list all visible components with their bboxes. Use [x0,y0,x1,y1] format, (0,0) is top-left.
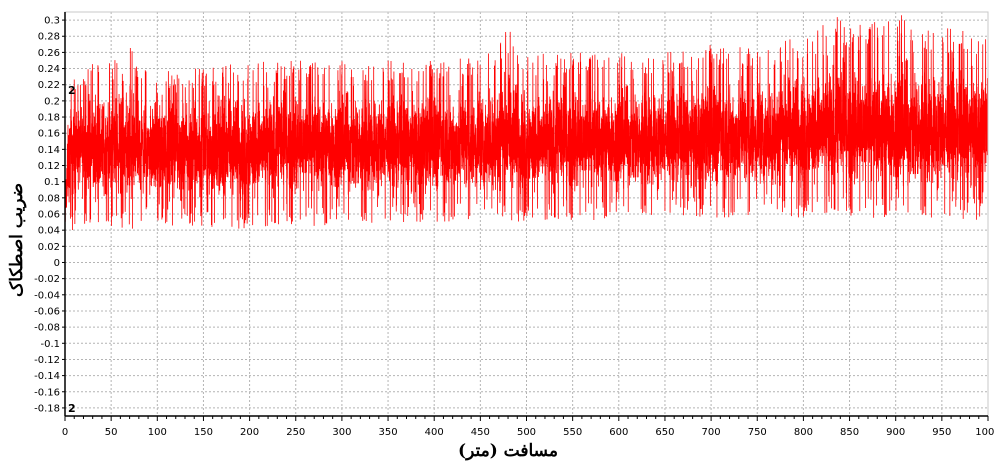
x-tick-label: 900 [886,427,905,438]
x-tick-label: 100 [148,427,167,438]
y-tick-label: 0.06 [38,210,60,221]
y-tick-label: 0.02 [38,242,60,253]
x-tick-label: 150 [194,427,213,438]
y-tick-label: -0.04 [34,290,60,301]
x-tick-label: 250 [286,427,305,438]
y-tick-label: 0.12 [38,161,60,172]
y-tick-label: -0.1 [40,339,60,350]
series-friction [64,15,989,230]
y-tick-label: -0.18 [34,403,60,414]
y-tick-label: 0.28 [38,32,60,43]
y-tick-label: 0.18 [38,113,60,124]
x-tick-label: 800 [794,427,813,438]
x-tick-label: 500 [517,427,536,438]
x-tick-label: 200 [240,427,259,438]
y-tick-label: -0.14 [34,371,60,382]
y-tick-label: 0.14 [38,145,60,156]
x-tick-label: 300 [332,427,351,438]
x-axis-title: مسافت (متر) [458,441,558,461]
x-tick-label: 400 [425,427,444,438]
y-tick-label: -0.06 [34,306,60,317]
y-tick-label: 0.16 [38,129,60,140]
y-tick-label: 0.2 [44,96,60,107]
y-tick-label: -0.08 [34,323,60,334]
x-tick-label: 750 [748,427,767,438]
x-tick-label: 600 [609,427,628,438]
x-tick-label: 450 [471,427,490,438]
y-axis-ticks: -0.18 -0.16 -0.14 -0.12 -0.1 -0.08 -0.06 -0.04 -… [34,16,65,414]
x-tick-label: 700 [702,427,721,438]
series-line [64,15,989,230]
x-tick-label: 50 [105,427,118,438]
y-tick-label: 0 [54,258,60,269]
y-tick-label: 0.3 [44,16,60,27]
y-tick-label: 0.1 [44,177,60,188]
x-tick-label: 950 [932,427,951,438]
y-tick-label: -0.16 [34,387,60,398]
y-tick-label: 0.08 [38,193,60,204]
corner-label-bottom: 2 [68,402,76,415]
x-tick-label: 1000 [975,427,994,438]
corner-label-top: 2 [68,84,76,97]
y-tick-label: 0.26 [38,48,60,59]
x-tick-label: 0 [62,427,68,438]
y-tick-label: 0.24 [38,64,60,75]
x-tick-label: 550 [563,427,582,438]
x-tick-label: 350 [379,427,398,438]
x-axis-ticks: 0 50 100 150 200 250 300 350 400 450 500 550 600 650 7… [62,416,994,438]
y-tick-label: 0.22 [38,80,60,91]
x-tick-label: 850 [840,427,859,438]
y-tick-label: 0.04 [38,226,60,237]
y-axis-title: ضریب اصطکاک [7,183,27,297]
x-tick-label: 650 [655,427,674,438]
y-tick-label: -0.02 [34,274,60,285]
y-tick-label: -0.12 [34,355,60,366]
